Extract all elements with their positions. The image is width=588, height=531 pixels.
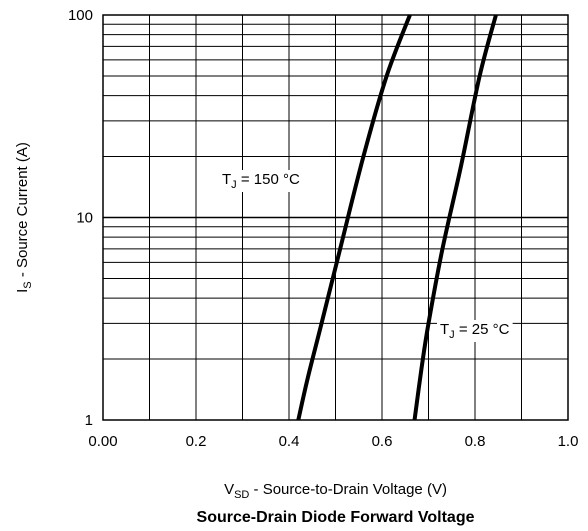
y-axis-label-main: I: [14, 289, 31, 293]
y-tick-labels: 1 10 100: [68, 7, 93, 429]
x-axis-label-rest: - Source-to-Drain Voltage (V): [249, 481, 447, 498]
x-tick-label: 1.0: [558, 433, 579, 450]
y-axis-label-sub: S: [22, 281, 34, 288]
grid-lines: [103, 15, 568, 420]
y-tick-label: 10: [76, 210, 93, 227]
series-label-sub: J: [231, 179, 237, 191]
label-background: [219, 170, 303, 192]
series-label-main: T: [440, 321, 449, 338]
curve-25c: [412, 14, 498, 421]
x-axis-label: VSD - Source-to-Drain Voltage (V): [224, 481, 447, 501]
series-label-main: T: [222, 171, 231, 188]
chart-title: Source-Drain Diode Forward Voltage: [197, 509, 475, 526]
series-label-sub: J: [449, 329, 455, 341]
label-background: [437, 320, 513, 342]
series-label-25c: TJ = 25 °C: [437, 320, 513, 342]
y-tick-label: 100: [68, 7, 93, 24]
x-tick-labels: 0.00 0.2 0.4 0.6 0.8 1.0: [88, 433, 578, 450]
x-tick-label: 0.00: [88, 433, 117, 450]
curve-150c: [296, 14, 412, 421]
plot-frame: [102, 14, 569, 421]
y-axis-label-rest: - Source Current (A): [14, 142, 31, 281]
series-label-rest: = 25 °C: [455, 321, 510, 338]
x-tick-label: 0.8: [465, 433, 486, 450]
x-axis-label-main: V: [224, 481, 234, 498]
x-tick-label: 0.2: [186, 433, 207, 450]
series-label-rest: = 150 °C: [237, 171, 300, 188]
y-tick-label: 1: [85, 412, 93, 429]
x-tick-label: 0.6: [372, 433, 393, 450]
y-axis-label: IS - Source Current (A): [14, 142, 34, 293]
series-label-text: TJ = 25 °C: [440, 321, 510, 341]
x-axis-label-sub: SD: [234, 489, 249, 501]
series-label-150c: TJ = 150 °C: [219, 170, 303, 192]
x-tick-label: 0.4: [279, 433, 300, 450]
curves: [296, 14, 498, 421]
series-label-text: TJ = 150 °C: [222, 171, 300, 191]
